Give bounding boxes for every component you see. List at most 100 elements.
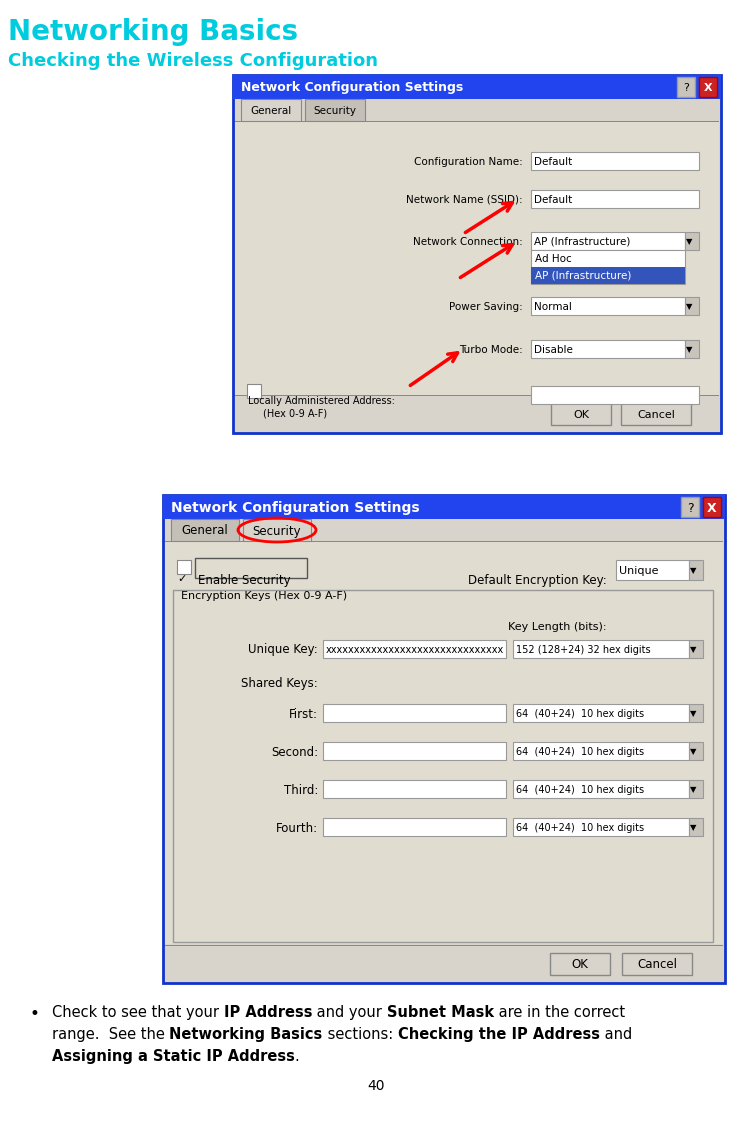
Bar <box>513 818 689 836</box>
Bar <box>531 250 685 284</box>
Bar <box>689 561 703 580</box>
Text: Network Configuration Settings: Network Configuration Settings <box>241 82 463 94</box>
Text: Unique Key:: Unique Key: <box>248 644 318 656</box>
Text: Network Name (SSID):: Network Name (SSID): <box>407 196 523 205</box>
Text: Encryption Keys (Hex 0-9 A-F): Encryption Keys (Hex 0-9 A-F) <box>181 591 347 601</box>
Text: and your: and your <box>312 1005 386 1020</box>
Text: Security: Security <box>313 106 356 116</box>
Bar <box>513 742 689 760</box>
Text: ▼: ▼ <box>690 566 697 575</box>
Text: 64  (40+24)  10 hex digits: 64 (40+24) 10 hex digits <box>516 747 644 757</box>
Text: ▼: ▼ <box>690 709 697 719</box>
Bar <box>513 640 689 658</box>
Bar <box>241 99 301 121</box>
Text: Shared Keys:: Shared Keys: <box>241 678 318 690</box>
Text: Networking Basics: Networking Basics <box>169 1027 323 1041</box>
Bar <box>165 542 723 944</box>
Text: X: X <box>704 83 712 93</box>
Bar <box>531 340 685 358</box>
Text: Network Configuration Settings: Network Configuration Settings <box>171 501 419 515</box>
Text: ▼: ▼ <box>690 747 697 756</box>
Bar <box>177 561 191 574</box>
Text: OK: OK <box>573 410 589 420</box>
Text: Default: Default <box>534 157 572 167</box>
Bar <box>323 742 506 760</box>
Bar <box>531 152 699 171</box>
Text: OK: OK <box>572 958 588 971</box>
Text: •: • <box>30 1005 40 1023</box>
Bar <box>513 704 689 722</box>
Text: Normal: Normal <box>534 302 572 312</box>
Bar <box>323 640 506 658</box>
Text: .: . <box>295 1049 300 1064</box>
Bar <box>685 340 699 358</box>
Bar <box>163 495 725 984</box>
Text: sections:: sections: <box>323 1027 398 1041</box>
Bar <box>677 77 695 97</box>
Text: Networking Basics: Networking Basics <box>8 18 298 45</box>
Text: First:: First: <box>289 707 318 721</box>
Text: Key Length (bits):: Key Length (bits): <box>508 622 606 632</box>
Text: Ad Hoc: Ad Hoc <box>535 254 572 264</box>
Text: ▼: ▼ <box>686 302 692 312</box>
Text: Disable: Disable <box>534 345 573 355</box>
Text: Cancel: Cancel <box>637 958 677 971</box>
Text: Checking the IP Address: Checking the IP Address <box>398 1027 599 1041</box>
Text: ▼: ▼ <box>690 646 697 655</box>
Bar <box>513 780 689 798</box>
Text: ▼: ▼ <box>690 786 697 795</box>
Text: Power Saving:: Power Saving: <box>450 302 523 312</box>
Bar <box>173 590 713 941</box>
Text: Check to see that your: Check to see that your <box>52 1005 224 1020</box>
Bar <box>689 780 703 798</box>
Bar <box>531 267 685 284</box>
Text: 64  (40+24)  10 hex digits: 64 (40+24) 10 hex digits <box>516 709 644 719</box>
Bar <box>235 122 719 395</box>
Text: ▼: ▼ <box>686 238 692 247</box>
Text: Subnet Mask: Subnet Mask <box>386 1005 494 1020</box>
Text: Assigning a Static IP Address: Assigning a Static IP Address <box>52 1049 295 1064</box>
Bar <box>685 232 699 250</box>
Text: range.  See the: range. See the <box>52 1027 169 1041</box>
Bar <box>323 818 506 836</box>
Bar <box>685 297 699 315</box>
Text: 64  (40+24)  10 hex digits: 64 (40+24) 10 hex digits <box>516 785 644 795</box>
Text: General: General <box>251 106 291 116</box>
Bar <box>531 385 699 404</box>
Bar <box>233 75 721 99</box>
Text: Fourth:: Fourth: <box>276 822 318 835</box>
Bar <box>621 402 691 425</box>
Bar <box>195 558 307 578</box>
Text: are in the correct: are in the correct <box>494 1005 625 1020</box>
Text: Cancel: Cancel <box>637 410 675 420</box>
Bar <box>305 99 365 121</box>
Bar <box>699 77 717 97</box>
Bar <box>616 561 689 580</box>
Text: Enable Security: Enable Security <box>198 574 291 587</box>
Text: Unique: Unique <box>619 566 659 576</box>
Text: AP (Infrastructure): AP (Infrastructure) <box>534 236 630 247</box>
Text: 40: 40 <box>367 1079 385 1093</box>
Text: (Hex 0-9 A-F): (Hex 0-9 A-F) <box>263 408 327 418</box>
Bar <box>622 953 692 976</box>
Text: X: X <box>707 501 717 515</box>
Text: 64  (40+24)  10 hex digits: 64 (40+24) 10 hex digits <box>516 823 644 833</box>
Text: ▼: ▼ <box>690 823 697 832</box>
Bar <box>689 640 703 658</box>
Text: ▼: ▼ <box>686 346 692 355</box>
Bar <box>323 704 506 722</box>
Bar <box>243 518 311 541</box>
Bar <box>171 518 239 541</box>
Bar <box>689 818 703 836</box>
Text: Third:: Third: <box>284 783 318 797</box>
Text: Security: Security <box>253 524 301 538</box>
Bar <box>681 497 699 517</box>
Text: Locally Administered Address:: Locally Administered Address: <box>248 396 395 406</box>
Text: xxxxxxxxxxxxxxxxxxxxxxxxxxxxxxx: xxxxxxxxxxxxxxxxxxxxxxxxxxxxxxx <box>326 645 505 655</box>
Text: AP (Infrastructure): AP (Infrastructure) <box>535 271 631 281</box>
Bar <box>323 780 506 798</box>
Bar <box>233 75 721 433</box>
Bar <box>531 232 685 250</box>
Bar <box>550 953 610 976</box>
Text: Second:: Second: <box>271 746 318 758</box>
